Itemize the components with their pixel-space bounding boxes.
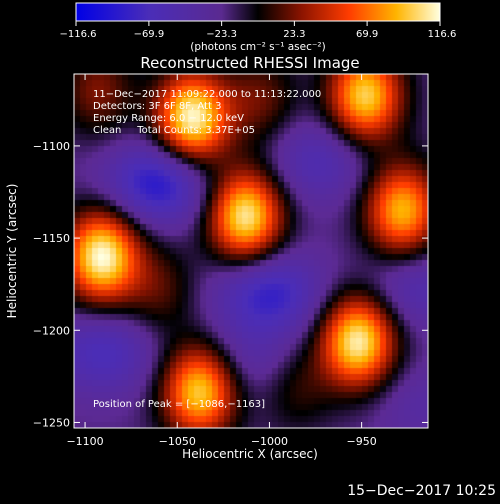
- plot-frame: [73, 73, 429, 429]
- colorbar-tick-label: 69.9: [356, 29, 378, 40]
- y-tick-label: −1100: [33, 140, 70, 153]
- footer-date: 15−Dec−2017 10:25: [347, 483, 496, 499]
- colorbar: [75, 2, 441, 22]
- y-tick-label: −1150: [33, 232, 70, 245]
- colorbar-tick-label: 116.6: [428, 29, 457, 40]
- colorbar-tick-label: 23.3: [283, 29, 305, 40]
- chart-title: Reconstructed RHESSI Image: [140, 54, 359, 72]
- colorbar-ticks: −116.6 −69.9 −23.3 23.3 69.9 116.6: [59, 21, 456, 40]
- x-tick-label: −950: [347, 435, 377, 448]
- colorbar-units-label: (photons cm⁻² s⁻¹ asec⁻²): [190, 41, 325, 53]
- info-annotation: 11−Dec−2017 11:09:22.000 to 11:13:22.000…: [93, 89, 321, 136]
- info-line-time: 11−Dec−2017 11:09:22.000 to 11:13:22.000: [93, 89, 321, 100]
- colorbar-tick-label: −69.9: [134, 29, 165, 40]
- axis-ticks: −1100 −1050 −1000 −950 −1100 −1150 −1200 −1250: [33, 74, 428, 448]
- x-tick-label: −1050: [159, 435, 196, 448]
- heatmap-image: [74, 74, 428, 428]
- x-tick-label: −1000: [251, 435, 288, 448]
- x-tick-label: −1100: [66, 435, 103, 448]
- colorbar-tick-label: −23.3: [206, 29, 237, 40]
- colorbar-tick-label: −116.6: [59, 29, 96, 40]
- info-line-detectors: Detectors: 3F 6F 8F, Att 3: [93, 101, 221, 112]
- y-tick-label: −1200: [33, 324, 70, 337]
- y-axis-label: Heliocentric Y (arcsec): [5, 184, 19, 319]
- y-tick-label: −1250: [33, 416, 70, 429]
- peak-position-label: Position of Peak = [−1086,−1163]: [93, 399, 265, 410]
- info-line-energy: Energy Range: 6.0 − 12.0 keV: [93, 113, 244, 124]
- info-line-counts: Clean Total Counts: 3.37E+05: [93, 125, 255, 136]
- x-axis-label: Heliocentric X (arcsec): [182, 447, 318, 461]
